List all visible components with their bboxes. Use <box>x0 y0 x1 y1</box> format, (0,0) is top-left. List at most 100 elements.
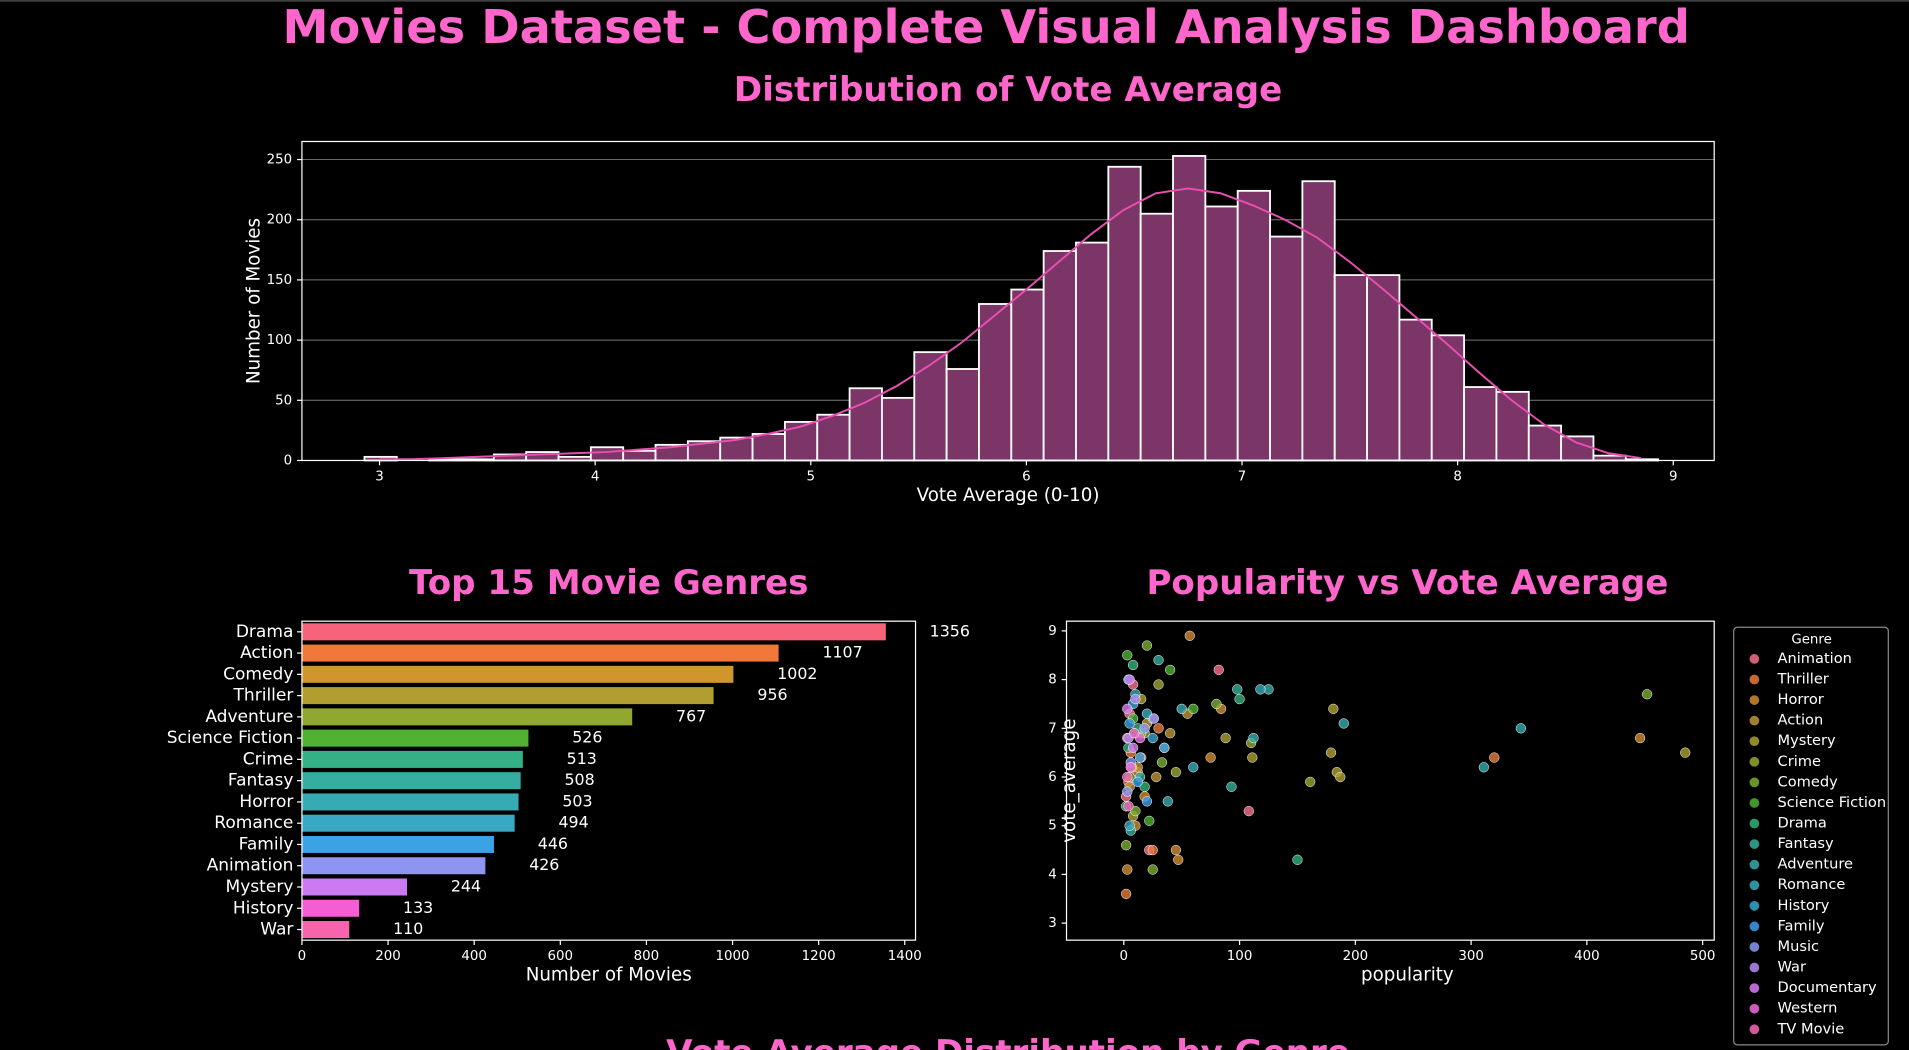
x-tick-label: 200 <box>1343 949 1369 964</box>
legend-marker <box>1749 880 1760 891</box>
legend-label: Romance <box>1778 876 1846 893</box>
scatter-point <box>1129 728 1140 739</box>
scatter-point <box>1124 820 1135 831</box>
y-axis-label: Number of Movies <box>243 218 264 384</box>
value-label: 426 <box>529 855 559 874</box>
scatter-point <box>1176 703 1187 714</box>
bar <box>301 623 886 641</box>
y-tick-label: History <box>233 898 294 918</box>
scatter-point <box>1148 713 1160 724</box>
y-tick-label: 8 <box>1048 673 1057 688</box>
value-label: 503 <box>562 791 592 810</box>
scatter-point <box>1151 771 1162 783</box>
scatter-point <box>1122 703 1133 714</box>
x-axis-label: popularity <box>1361 964 1454 985</box>
scatter-point <box>1147 844 1158 856</box>
legend-label: Action <box>1778 712 1824 729</box>
y-tick-label: Fantasy <box>228 771 294 791</box>
legend-label: Adventure <box>1778 856 1854 873</box>
y-tick-label: Crime <box>243 749 294 769</box>
x-tick-label: 100 <box>1227 949 1253 964</box>
x-tick-label: 8 <box>1453 469 1462 484</box>
scatter-point <box>1243 805 1254 817</box>
legend-marker <box>1749 695 1760 705</box>
bar <box>301 644 779 662</box>
x-tick-label: 1400 <box>888 949 922 964</box>
scatter-point <box>1292 854 1303 865</box>
scatter-point <box>1489 752 1500 763</box>
legend-marker <box>1749 674 1760 685</box>
y-tick-label: 5 <box>1048 819 1057 834</box>
scatter-point <box>1173 854 1184 865</box>
histogram-bar <box>1398 318 1433 462</box>
legend-label: TV Movie <box>1777 1020 1845 1037</box>
plot-frame <box>301 620 917 941</box>
scatter-point <box>1122 786 1133 797</box>
x-tick-label: 4 <box>591 469 600 484</box>
scatter-point <box>1122 650 1133 661</box>
histogram-bar <box>1366 274 1401 462</box>
legend-label: Documentary <box>1778 979 1878 996</box>
histogram-bar <box>1172 155 1207 462</box>
y-tick-label: 7 <box>1048 721 1057 736</box>
value-label: 244 <box>451 876 481 895</box>
bar <box>301 793 519 811</box>
scatter-point <box>1170 767 1182 778</box>
scatter-point <box>1122 771 1133 783</box>
value-label: 526 <box>572 728 602 747</box>
scatter-point <box>1121 840 1132 851</box>
scatter-point <box>1478 762 1489 773</box>
legend-marker <box>1749 1003 1760 1014</box>
legend-label: Family <box>1778 917 1825 934</box>
legend-title: Genre <box>1791 632 1832 647</box>
value-label: 956 <box>757 685 787 704</box>
bar <box>301 687 714 705</box>
legend-marker <box>1749 736 1760 747</box>
scatter-point <box>1127 659 1139 671</box>
scatter-point <box>1132 776 1143 788</box>
legend-label: Crime <box>1778 753 1821 770</box>
y-tick-label: 0 <box>284 453 293 468</box>
scatter-point <box>1328 703 1339 714</box>
legend-marker <box>1749 921 1760 932</box>
y-tick-label: Comedy <box>223 664 293 684</box>
bar <box>301 921 350 939</box>
y-tick-label: Thriller <box>233 686 294 706</box>
legend-marker <box>1749 1024 1760 1035</box>
x-tick-label: 600 <box>548 949 574 964</box>
histogram-bar <box>589 446 625 462</box>
scatter-point <box>1147 864 1158 875</box>
scatter-point <box>1213 664 1224 675</box>
y-tick-label: Science Fiction <box>167 728 294 748</box>
value-label: 494 <box>558 813 588 832</box>
legend-marker <box>1749 798 1760 808</box>
y-tick-label: Romance <box>214 813 293 833</box>
legend-marker <box>1749 839 1760 849</box>
legend-label: Fantasy <box>1778 835 1835 852</box>
scatter-point <box>1159 742 1170 753</box>
scatter-point <box>1165 728 1176 739</box>
histogram-bar <box>1301 180 1336 462</box>
histogram-bar <box>1010 288 1045 462</box>
page-title: Movies Dataset - Complete Visual Analysi… <box>282 0 1689 54</box>
scatter-point <box>1247 752 1258 763</box>
y-tick-label: Mystery <box>226 877 294 897</box>
scatter-point <box>1232 684 1243 695</box>
y-tick-label: 100 <box>267 333 293 348</box>
scatter-point <box>1255 684 1266 695</box>
legend-marker <box>1749 756 1760 767</box>
bar <box>301 857 486 875</box>
scatter-point <box>1141 708 1153 719</box>
scatter-point <box>1130 693 1141 705</box>
scatter-point <box>1220 732 1231 744</box>
histogram-bar <box>783 421 819 462</box>
x-tick-label: 400 <box>461 949 487 964</box>
histogram-bar <box>816 413 851 462</box>
legend-label: History <box>1778 897 1830 914</box>
bar <box>301 899 360 917</box>
scatter-point <box>1125 762 1136 773</box>
y-axis-label: vote_average <box>1059 719 1080 843</box>
bar <box>301 835 494 853</box>
scatter-point <box>1680 747 1691 758</box>
